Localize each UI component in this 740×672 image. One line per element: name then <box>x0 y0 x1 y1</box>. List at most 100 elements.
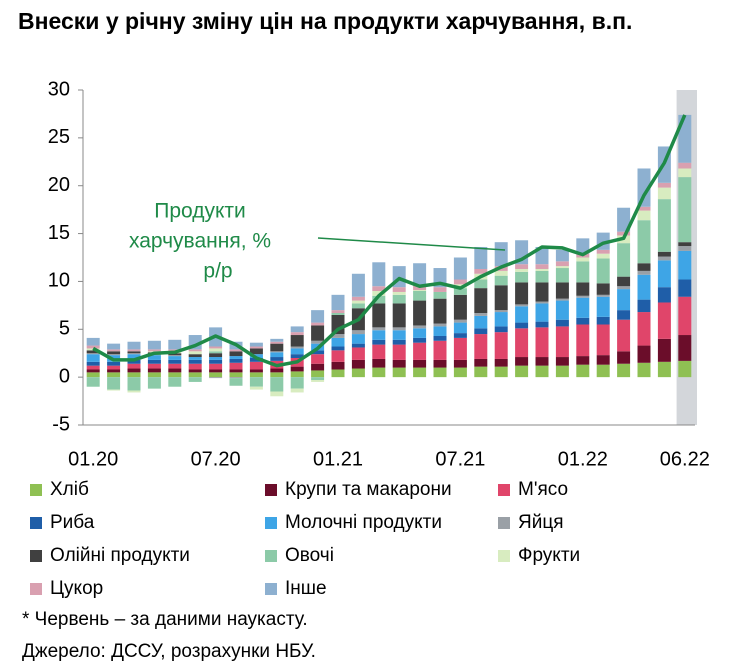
bar-segment <box>127 349 141 352</box>
bar-segment <box>107 354 121 356</box>
bar-segment <box>249 386 263 390</box>
bar-segment <box>433 287 447 292</box>
y-tick-label: 5 <box>59 318 70 340</box>
bar-segment <box>474 313 488 316</box>
bar-segment <box>433 335 447 341</box>
bar-segment <box>576 317 590 325</box>
bar-segment <box>413 325 427 329</box>
bar-segment <box>637 362 651 378</box>
annotation: р/р <box>203 260 232 283</box>
bar-segment <box>555 300 569 320</box>
bar-segment <box>433 298 447 324</box>
bar-segment <box>555 326 569 358</box>
x-tick-label: 01.22 <box>558 448 608 470</box>
bar-segment <box>474 279 488 289</box>
bar-segment <box>249 346 263 349</box>
legend-label: Крупи та макарони <box>285 479 452 500</box>
bar-segment <box>351 296 365 301</box>
bar-segment <box>331 350 345 362</box>
bar-segment <box>351 273 365 297</box>
bar-segment <box>535 268 549 271</box>
bar-segment <box>535 365 549 378</box>
bar-segment <box>515 328 529 358</box>
bar-segment <box>515 306 529 323</box>
bar-segment <box>392 303 406 328</box>
bar-segment <box>617 207 631 232</box>
bar-segment <box>657 287 671 303</box>
bar-segment <box>372 303 386 328</box>
bar-segment <box>229 356 243 359</box>
bar-segment <box>270 343 284 352</box>
bar-segment <box>576 364 590 378</box>
legend-swatch <box>265 517 277 529</box>
bar-segment <box>209 369 223 373</box>
bar-segment <box>617 231 631 236</box>
bar-segment <box>617 310 631 320</box>
bar-segment <box>107 349 121 352</box>
bar-segment <box>372 291 386 296</box>
bar-segment <box>494 270 508 276</box>
annotation: Продукти <box>154 200 246 223</box>
bar-segment <box>678 279 692 297</box>
bar-segment <box>678 168 692 178</box>
bar-segment <box>249 348 263 355</box>
bar-segment <box>290 388 304 393</box>
bar-segment <box>596 355 610 365</box>
bar-segment <box>515 304 529 307</box>
bar-segment <box>637 206 651 211</box>
bar-segment <box>474 366 488 378</box>
bar-segment <box>249 369 263 373</box>
bar-segment <box>515 282 529 305</box>
bar-segment <box>515 365 529 378</box>
bar-segment <box>678 250 692 280</box>
bar-segment <box>596 316 610 325</box>
bar-segment <box>596 324 610 356</box>
annotation-pointer <box>317 237 506 251</box>
legend-swatch <box>498 484 510 496</box>
bar-segment <box>188 359 202 364</box>
bar-segment <box>576 282 590 296</box>
bar-segment <box>188 357 202 360</box>
bar-segment <box>209 377 223 379</box>
bar-segment <box>270 368 284 373</box>
bar-segment <box>596 364 610 378</box>
bar-segment <box>515 357 529 366</box>
bar-segment <box>331 334 345 338</box>
bar-segment <box>168 363 182 369</box>
bar-segment <box>351 334 365 344</box>
bar-segment <box>209 351 223 354</box>
bar-segment <box>209 348 223 352</box>
bar-segment <box>453 294 467 320</box>
bar-segment <box>657 361 671 378</box>
bar-segment <box>453 337 467 360</box>
bar-segment <box>596 283 610 295</box>
bar-segment <box>168 349 182 352</box>
bar-segment <box>372 295 386 304</box>
bar-segment <box>209 372 223 378</box>
bar-segment <box>249 377 263 387</box>
bar-segment <box>453 322 467 334</box>
bar-segment <box>494 332 508 359</box>
legend-swatch <box>30 484 42 496</box>
bar-segment <box>494 358 508 367</box>
bar-segment <box>188 372 202 378</box>
bar-segment <box>657 182 671 188</box>
bar-segment <box>209 359 223 364</box>
bar-segment <box>107 369 121 373</box>
bar-segment <box>392 294 406 304</box>
bar-segment <box>515 322 529 329</box>
bar-segment <box>413 328 427 338</box>
bar-segment <box>494 275 508 286</box>
bar-segment <box>576 297 590 318</box>
bar-segment <box>494 326 508 333</box>
legend-label: Молочні продукти <box>285 512 442 533</box>
bar-segment <box>555 357 569 366</box>
bar-segment <box>474 334 488 359</box>
bar-segment <box>576 261 590 283</box>
bar-segment <box>555 282 569 299</box>
bar-segment <box>678 335 692 361</box>
bar-segment <box>107 377 121 390</box>
bar-segment <box>637 345 651 363</box>
bar-segment <box>351 347 365 360</box>
